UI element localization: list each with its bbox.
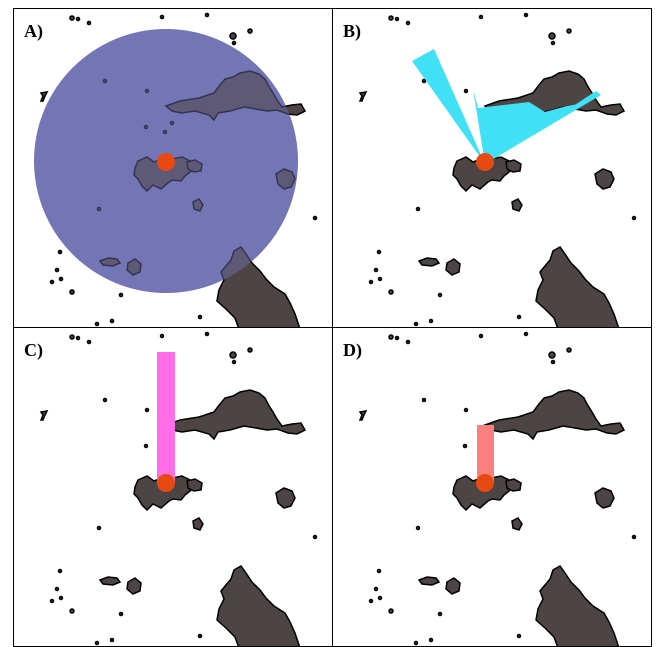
panel-c-label: C) <box>24 340 43 360</box>
panel-d: D) <box>332 327 652 647</box>
panel-d-label: D) <box>343 340 362 360</box>
wedge-sector-left <box>412 49 485 164</box>
transect-bar-short <box>477 425 494 483</box>
panel-a-label: A) <box>24 21 43 41</box>
panel-a-map <box>34 12 318 327</box>
origin-marker <box>157 474 175 492</box>
panel-c: C) <box>13 327 333 647</box>
transect-bar-long <box>157 352 175 483</box>
origin-marker <box>157 153 175 171</box>
landmass-shapes <box>40 331 318 646</box>
wedge-sector-main <box>473 89 588 164</box>
panel-c-map <box>40 331 318 646</box>
landmass-shapes <box>359 331 637 646</box>
origin-marker <box>476 153 494 171</box>
panel-a: A) <box>13 8 333 328</box>
panel-d-map <box>359 331 637 646</box>
panel-b: B) <box>332 8 652 328</box>
landmass-shapes <box>359 12 637 327</box>
map-figure: A) B) C) D) <box>13 8 653 647</box>
panel-b-map <box>359 12 637 327</box>
origin-marker <box>476 474 494 492</box>
panel-b-label: B) <box>343 21 361 41</box>
wedge-sector-right <box>485 91 601 164</box>
